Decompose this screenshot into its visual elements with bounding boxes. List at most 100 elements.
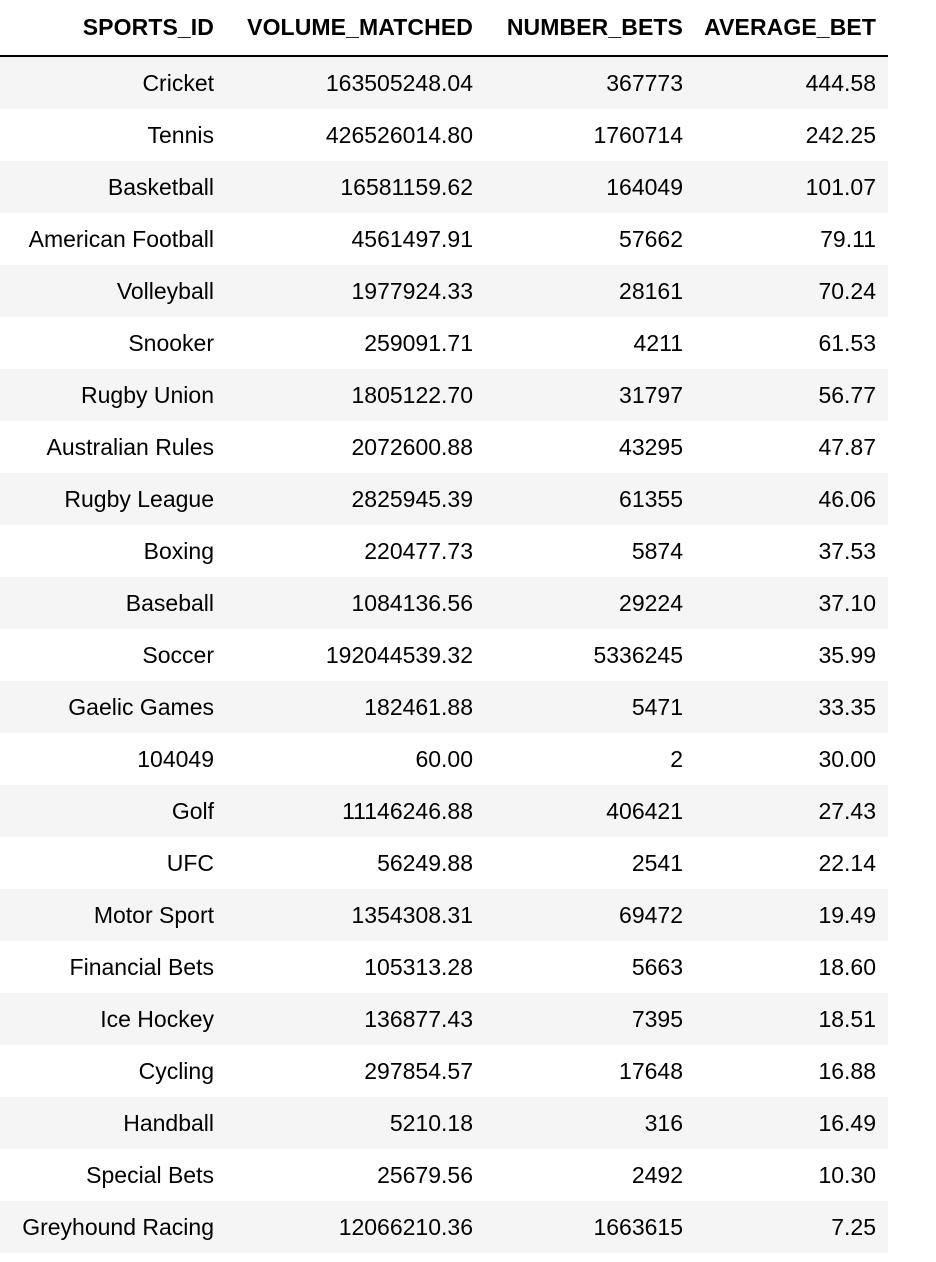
cell-volume-matched: 25679.56: [377, 1161, 473, 1188]
cell-number-bets: 61355: [619, 485, 683, 512]
table-row: Soccer 192044539.32 5336245 35.99: [0, 629, 888, 681]
header-row: SPORTS_ID VOLUME_MATCHED NUMBER_BETS AVE…: [0, 0, 888, 57]
cell-average-bet: 47.87: [818, 433, 876, 460]
cell-volume-matched: 182461.88: [364, 693, 473, 720]
cell-volume-matched: 1354308.31: [351, 901, 473, 928]
cell-average-bet: 16.49: [818, 1109, 876, 1136]
cell-sports-id: Snooker: [128, 329, 214, 356]
cell-volume-matched: 2072600.88: [351, 433, 473, 460]
cell-volume-matched: 2825945.39: [351, 485, 473, 512]
table-row: Tennis 426526014.80 1760714 242.25: [0, 109, 888, 161]
cell-number-bets: 164049: [606, 173, 683, 200]
table-row: Motor Sport 1354308.31 69472 19.49: [0, 889, 888, 941]
cell-number-bets: 5471: [631, 693, 683, 720]
cell-volume-matched: 1805122.70: [351, 381, 473, 408]
cell-volume-matched: 192044539.32: [325, 641, 473, 668]
cell-number-bets: 5663: [631, 953, 683, 980]
cell-volume-matched: 259091.71: [364, 329, 473, 356]
cell-sports-id: Basketball: [107, 173, 214, 200]
cell-number-bets: 367773: [606, 69, 683, 96]
cell-sports-id: Rugby League: [64, 485, 214, 512]
cell-volume-matched: 4561497.91: [351, 225, 473, 252]
cell-average-bet: 35.99: [818, 641, 876, 668]
column-header-average-bet: AVERAGE_BET: [693, 0, 888, 57]
dataframe-table: SPORTS_ID VOLUME_MATCHED NUMBER_BETS AVE…: [0, 0, 888, 1253]
column-header-sports-id: SPORTS_ID: [0, 0, 228, 57]
cell-number-bets: 57662: [619, 225, 683, 252]
cell-number-bets: 2492: [631, 1161, 683, 1188]
table-row: Golf 11146246.88 406421 27.43: [0, 785, 888, 837]
cell-sports-id: Soccer: [142, 641, 214, 668]
cell-volume-matched: 12066210.36: [338, 1213, 473, 1240]
table-row: Greyhound Racing 12066210.36 1663615 7.25: [0, 1201, 888, 1253]
cell-sports-id: Boxing: [143, 537, 214, 564]
table-row: Rugby Union 1805122.70 31797 56.77: [0, 369, 888, 421]
cell-volume-matched: 426526014.80: [325, 121, 473, 148]
cell-number-bets: 5874: [631, 537, 683, 564]
table-row: Snooker 259091.71 4211 61.53: [0, 317, 888, 369]
table-row: American Football 4561497.91 57662 79.11: [0, 213, 888, 265]
cell-volume-matched: 56249.88: [377, 849, 473, 876]
table-row: Boxing 220477.73 5874 37.53: [0, 525, 888, 577]
cell-volume-matched: 1084136.56: [351, 589, 473, 616]
cell-average-bet: 61.53: [818, 329, 876, 356]
table-row: 104049 60.00 2 30.00: [0, 733, 888, 785]
table-row: Cricket 163505248.04 367773 444.58: [0, 56, 888, 109]
cell-average-bet: 70.24: [818, 277, 876, 304]
cell-volume-matched: 16581159.62: [340, 173, 473, 200]
table-row: Rugby League 2825945.39 61355 46.06: [0, 473, 888, 525]
cell-volume-matched: 11146246.88: [342, 797, 473, 824]
cell-number-bets: 5336245: [593, 641, 683, 668]
cell-volume-matched: 297854.57: [364, 1057, 473, 1084]
table-body: Cricket 163505248.04 367773 444.58 Tennis 426…: [0, 56, 888, 1253]
cell-sports-id: Golf: [171, 797, 214, 824]
cell-average-bet: 7.25: [831, 1213, 876, 1240]
cell-average-bet: 33.35: [818, 693, 876, 720]
cell-sports-id: Financial Bets: [69, 953, 214, 980]
cell-volume-matched: 163505248.04: [325, 69, 473, 96]
cell-sports-id: Australian Rules: [46, 433, 214, 460]
cell-sports-id: American Football: [28, 225, 214, 252]
cell-number-bets: 4211: [633, 329, 683, 356]
table-row: Handball 5210.18 316 16.49: [0, 1097, 888, 1149]
cell-average-bet: 16.88: [818, 1057, 876, 1084]
cell-sports-id: Greyhound Racing: [22, 1213, 214, 1240]
cell-number-bets: 28161: [619, 277, 683, 304]
cell-number-bets: 29224: [619, 589, 683, 616]
table-row: Baseball 1084136.56 29224 37.10: [0, 577, 888, 629]
cell-average-bet: 444.58: [805, 69, 876, 96]
cell-average-bet: 27.43: [818, 797, 876, 824]
table-row: Volleyball 1977924.33 28161 70.24: [0, 265, 888, 317]
table-row: Special Bets 25679.56 2492 10.30: [0, 1149, 888, 1201]
cell-average-bet: 18.51: [818, 1005, 876, 1032]
cell-volume-matched: 136877.43: [364, 1005, 473, 1032]
table-row: Basketball 16581159.62 164049 101.07: [0, 161, 888, 213]
table-row: Ice Hockey 136877.43 7395 18.51: [0, 993, 888, 1045]
table-row: Cycling 297854.57 17648 16.88: [0, 1045, 888, 1097]
cell-sports-id: Tennis: [147, 121, 214, 148]
cell-average-bet: 22.14: [818, 849, 876, 876]
cell-sports-id: Volleyball: [116, 277, 214, 304]
cell-number-bets: 31797: [619, 381, 683, 408]
cell-average-bet: 37.10: [818, 589, 876, 616]
table-row: Financial Bets 105313.28 5663 18.60: [0, 941, 888, 993]
cell-volume-matched: 1977924.33: [351, 277, 473, 304]
cell-number-bets: 1663615: [593, 1213, 683, 1240]
cell-sports-id: Handball: [123, 1109, 214, 1136]
table-row: Australian Rules 2072600.88 43295 47.87: [0, 421, 888, 473]
cell-volume-matched: 105313.28: [364, 953, 473, 980]
cell-sports-id: Baseball: [125, 589, 214, 616]
cell-average-bet: 101.07: [805, 173, 876, 200]
cell-number-bets: 7395: [631, 1005, 683, 1032]
cell-average-bet: 37.53: [818, 537, 876, 564]
cell-sports-id: Cricket: [142, 69, 214, 96]
cell-number-bets: 2541: [631, 849, 683, 876]
cell-volume-matched: 220477.73: [364, 537, 473, 564]
cell-number-bets: 406421: [606, 797, 683, 824]
cell-sports-id: Motor Sport: [93, 901, 214, 928]
cell-volume-matched: 60.00: [415, 745, 473, 772]
cell-number-bets: 2: [670, 745, 683, 772]
table-header: SPORTS_ID VOLUME_MATCHED NUMBER_BETS AVE…: [0, 0, 888, 57]
cell-sports-id: Special Bets: [86, 1161, 214, 1188]
cell-average-bet: 19.49: [818, 901, 876, 928]
